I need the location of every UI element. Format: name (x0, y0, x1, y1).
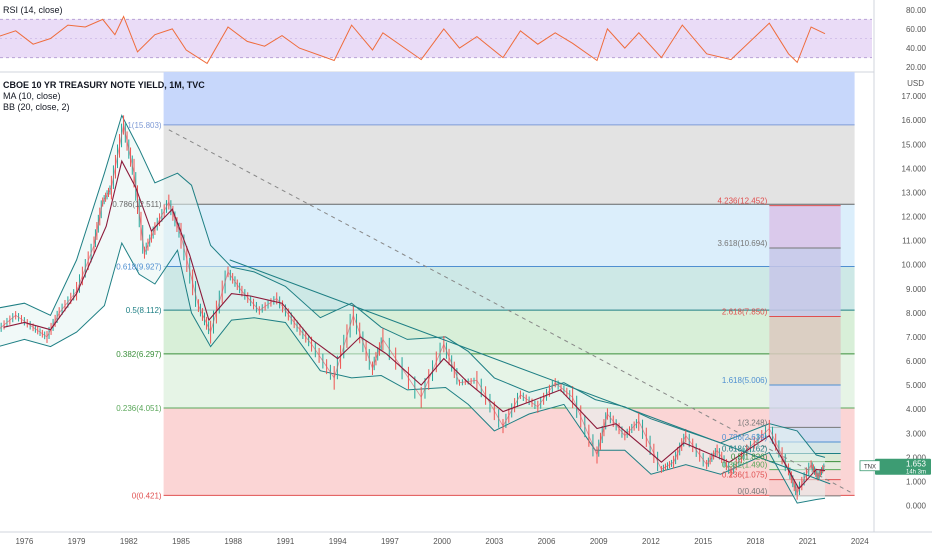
x-tick-label: 2021 (799, 537, 817, 546)
y-tick-label: 3.000 (906, 429, 927, 438)
x-tick-label: 1979 (68, 537, 86, 546)
rsi-legend: RSI (14, close) (3, 5, 63, 16)
fib-level-label: 1(15.803) (127, 121, 162, 130)
fib-ext-level-label: 2.618(7.850) (722, 307, 768, 316)
y-tick-label: 11.000 (902, 237, 926, 246)
y-tick-label: 9.000 (906, 285, 927, 294)
rsi-legend-label: RSI (14, close) (3, 5, 63, 15)
symbol-tag-box (859, 460, 881, 472)
y-tick-label: 0.000 (906, 502, 927, 511)
fib-band (163, 204, 855, 267)
ma-line (3, 159, 826, 490)
fib-level-label: 0.786(12.511) (112, 200, 162, 209)
x-tick-label: 1988 (224, 537, 242, 546)
y-tick-label: 4.000 (906, 405, 927, 414)
bb-upper-line (0, 114, 826, 458)
y-tick-label: 8.000 (906, 309, 927, 318)
fib-ext-level-label: 0.618(2.162) (722, 444, 768, 453)
symbol-tag-label: TNX (864, 465, 876, 471)
bollinger-bands (0, 114, 826, 504)
rsi-tick-label: 80.00 (906, 6, 927, 15)
ma-legend-label: MA (10, close) (3, 91, 61, 101)
fib-ext-band (769, 205, 841, 248)
x-tick-label: 1994 (329, 537, 347, 546)
fib-ext-level-label: 1(3.248) (738, 418, 768, 427)
fib-band (163, 124, 855, 205)
fib-level-label: 0.382(6.297) (116, 350, 162, 359)
fib-ext-band (769, 316, 841, 385)
x-tick-label: 2003 (485, 537, 503, 546)
trend-line-downtrend (229, 259, 831, 485)
y-tick-label: 1.000 (906, 477, 927, 486)
y-tick-label: 2.000 (906, 453, 927, 462)
fib-ext-band (769, 247, 841, 317)
x-tick-label: 2009 (590, 537, 608, 546)
bb-fill (0, 115, 825, 504)
trend-line-dashed-projection (168, 129, 854, 494)
fib-ext-level-label: 0(0.404) (738, 487, 768, 496)
symbol-title: CBOE 10 YR TREASURY NOTE YIELD, 1M, TVC (3, 80, 205, 90)
fib-level-label: 0.618(9.927) (116, 262, 162, 271)
y-tick-label: 5.000 (906, 381, 927, 390)
fib-ext-level-label: 0.5(1.826) (731, 453, 768, 462)
x-tick-label: 2018 (746, 537, 764, 546)
fib-ext-level-label: 4.236(12.452) (717, 197, 767, 206)
x-tick-label: 1997 (381, 537, 399, 546)
price-series (0, 115, 826, 500)
x-tick-label: 2006 (538, 537, 556, 546)
x-tick-label: 2024 (851, 537, 869, 546)
fib-ext-level-label: 1.618(5.006) (722, 376, 768, 385)
fib-level-label: 0(0.421) (132, 491, 162, 500)
price-line (0, 124, 826, 495)
fib-ext-level-label: 3.618(10.694) (717, 239, 767, 248)
x-tick-label: 1982 (120, 537, 138, 546)
rsi-line (0, 15, 826, 65)
x-tick-label: 1991 (277, 537, 295, 546)
y-tick-label: 14.000 (902, 164, 927, 173)
trend-lines (168, 129, 854, 494)
rsi-tick-label: 60.00 (906, 25, 927, 34)
fibonacci-layer (163, 72, 855, 497)
main-legend: CBOE 10 YR TREASURY NOTE YIELD, 1M, TVC … (3, 80, 205, 113)
y-tick-label: 17.000 (902, 92, 927, 101)
fib-ext-level-label: 0.786(2.639) (722, 433, 768, 442)
x-tick-label: 1976 (15, 537, 33, 546)
x-tick-label: 2012 (642, 537, 660, 546)
fib-ext-level-label: 0.382(1.490) (722, 461, 768, 470)
y-tick-label: 12.000 (902, 213, 927, 222)
rsi-tick-label: 40.00 (906, 44, 927, 53)
fib-ext-level-label: 0.236(1.075) (722, 471, 768, 480)
x-tick-label: 2015 (694, 537, 712, 546)
rsi-tick-label: 20.00 (906, 63, 927, 72)
last-price-sub-label: 14h 3m (906, 470, 926, 476)
last-price-badge (875, 458, 931, 475)
fib-level-label: 0.5(8.112) (126, 306, 162, 315)
last-price-label: 1.653 (906, 460, 927, 469)
y-tick-label: 7.000 (906, 333, 927, 342)
fib-ext-band (769, 384, 841, 428)
y-tick-label: 6.000 (906, 357, 927, 366)
right-axis-bg (874, 0, 932, 550)
y-tick-label: 13.000 (902, 188, 927, 197)
bb-legend-label: BB (20, close, 2) (3, 102, 70, 112)
y-tick-label: 15.000 (902, 140, 927, 149)
fib-labels: 1(15.803) 0.786(12.511) 0.618(9.927) 0.5(8.… (112, 121, 767, 500)
x-tick-label: 1985 (172, 537, 190, 546)
y-tick-label: 16.000 (902, 116, 927, 125)
fib-band (163, 72, 855, 125)
fib-level-label: 0.236(4.051) (116, 404, 162, 413)
x-tick-label: 2000 (433, 537, 451, 546)
bb-lower-line (0, 241, 826, 504)
y-tick-label: 10.000 (902, 261, 927, 270)
y-unit-label: USD (907, 79, 924, 88)
